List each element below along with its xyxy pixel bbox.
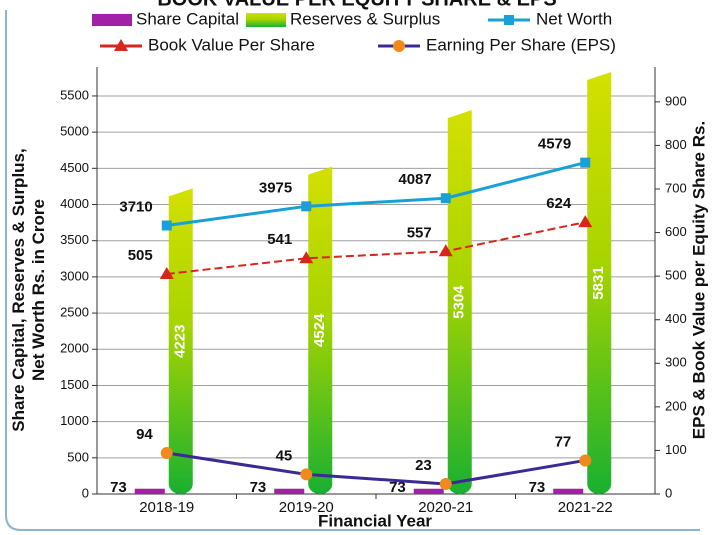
data-label: 4087 (398, 171, 431, 188)
marker (438, 244, 453, 257)
reserves-bar (308, 166, 333, 494)
legend-label: Earning Per Share (EPS) (426, 35, 616, 54)
share-capital-bar (553, 488, 584, 494)
y-tick-label: 4500 (60, 160, 89, 175)
legend-item: Book Value Per Share (100, 35, 315, 54)
y-tick-label: 3500 (60, 232, 89, 247)
y-axis-label: Share Capital, Reserves & Surplus,Net Wo… (9, 148, 48, 431)
y2-tick-label: 0 (665, 485, 672, 500)
data-label: 45 (276, 447, 293, 464)
y2-tick-label: 300 (665, 355, 687, 370)
marker (439, 477, 452, 490)
marker (578, 215, 593, 228)
y2-tick-label: 900 (665, 93, 687, 108)
marker (300, 468, 313, 481)
marker (504, 15, 514, 25)
y-tick-label: 3000 (60, 268, 89, 283)
chart-title: BOOK VALUE PER EQUITY SHARE & EPS (157, 0, 556, 10)
marker (160, 447, 173, 460)
x-tick-label: 2018-19 (139, 499, 194, 516)
y2-tick-label: 400 (665, 311, 687, 326)
data-label: 77 (555, 433, 572, 450)
x-tick-label: 2021-22 (558, 499, 613, 516)
y-tick-label: 0 (82, 485, 89, 500)
data-label: 4579 (538, 136, 571, 153)
data-label: 3710 (119, 198, 152, 215)
reserves-bar (587, 71, 612, 495)
y-tick-label: 1500 (60, 377, 89, 392)
x-tick-label: 2020-21 (418, 499, 473, 516)
marker (159, 266, 174, 279)
x-axis-label: Financial Year (318, 511, 432, 530)
frame (5, 10, 700, 531)
data-label: 4524 (311, 313, 328, 347)
data-label: 94 (136, 426, 153, 443)
legend-label: Net Worth (536, 9, 612, 28)
y2-tick-label: 600 (665, 224, 687, 239)
marker (301, 201, 312, 212)
marker (393, 40, 405, 52)
data-label: 73 (250, 479, 267, 496)
legend-item: Reserves & Surplus (246, 9, 440, 28)
share-capital-bar (413, 488, 444, 494)
marker (299, 251, 314, 264)
y2-axis-label: EPS & Book Value per Equity Share Rs. (689, 121, 708, 439)
y2-tick-label: 200 (665, 398, 687, 413)
x-tick-label: 2019-20 (279, 499, 334, 516)
legend-item: Share Capital (92, 9, 239, 28)
data-label: 3975 (259, 179, 292, 196)
legend-swatch (92, 14, 132, 26)
data-label: 4223 (172, 324, 189, 357)
data-label: 23 (415, 457, 432, 474)
line (166, 161, 586, 227)
marker (580, 157, 591, 168)
y2-tick-label: 800 (665, 137, 687, 152)
data-label: 73 (529, 479, 546, 496)
y2-tick-label: 500 (665, 268, 687, 283)
reserves-bar (447, 110, 472, 494)
legend-label: Share Capital (136, 9, 239, 28)
data-label: 557 (407, 224, 432, 241)
data-label: 624 (546, 195, 572, 212)
legend-swatch (246, 13, 286, 27)
y2-tick-label: 700 (665, 180, 687, 195)
y-tick-label: 5500 (60, 87, 89, 102)
data-label: 5304 (451, 285, 468, 319)
reserves-bar (168, 188, 193, 494)
y-tick-label: 1000 (60, 413, 89, 428)
legend-item: Net Worth (488, 9, 612, 28)
data-label: 541 (267, 231, 292, 248)
y2-tick-label: 100 (665, 442, 687, 457)
y-tick-label: 2500 (60, 305, 89, 320)
data-label: 5831 (590, 266, 607, 299)
data-label: 73 (389, 479, 406, 496)
y-tick-label: 5000 (60, 124, 89, 139)
share-capital-bar (274, 488, 305, 494)
data-label: 505 (128, 247, 153, 264)
y-tick-label: 2000 (60, 341, 89, 356)
y-tick-label: 4000 (60, 196, 89, 211)
line (166, 221, 586, 275)
legend-label: Reserves & Surplus (290, 9, 440, 28)
line (166, 451, 586, 486)
share-capital-bar (134, 488, 165, 494)
data-label: 73 (110, 479, 127, 496)
marker (440, 193, 451, 204)
legend-item: Earning Per Share (EPS) (378, 35, 616, 54)
legend-label: Book Value Per Share (148, 35, 315, 54)
marker (114, 39, 128, 51)
y-tick-label: 500 (67, 449, 89, 464)
marker (161, 220, 172, 231)
marker (579, 454, 592, 467)
